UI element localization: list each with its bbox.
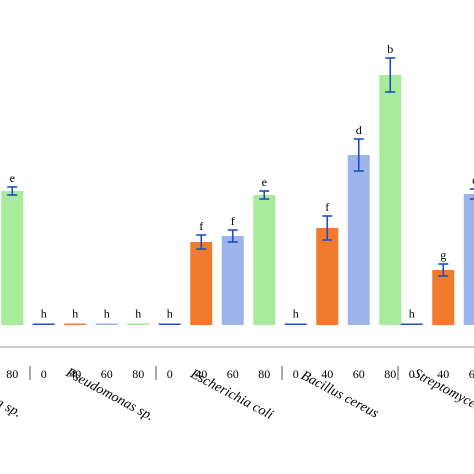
bar-g2-d80	[253, 195, 276, 325]
bar-g4-d60	[463, 194, 474, 325]
significance-label: d	[356, 123, 362, 137]
bar-g3-d0	[284, 323, 307, 325]
significance-label: h	[104, 307, 110, 321]
significance-label: g	[440, 248, 446, 262]
x-tick-label: 60	[227, 367, 239, 381]
error-bar-g4-d40	[438, 263, 449, 277]
x-tick-label: 40	[437, 367, 449, 381]
error-bar-g2-d40	[196, 234, 207, 250]
x-tick-label: 0	[41, 367, 47, 381]
bar-g2-d0	[158, 323, 181, 325]
bar-g3-d60	[347, 155, 370, 325]
significance-label: h	[72, 307, 78, 321]
significance-label: h	[293, 307, 299, 321]
bar-g3-d80	[379, 75, 402, 325]
bar-g1-d80	[127, 323, 150, 325]
error-bar-g3-d80	[385, 57, 396, 93]
significance-label: f	[199, 219, 203, 233]
significance-label: h	[409, 307, 415, 321]
x-tick-label: 60	[353, 367, 365, 381]
group-label: Bacillus cereus	[298, 368, 381, 422]
x-tick-label: 0	[293, 367, 299, 381]
significance-label: e	[262, 175, 267, 189]
error-bar-g3-d60	[353, 138, 364, 172]
x-tick-label: 80	[384, 367, 396, 381]
error-bar-g3-d40	[322, 215, 333, 241]
x-tick-label: 0	[409, 367, 415, 381]
x-tick-label: 60	[101, 367, 113, 381]
significance-labels-layer: e h h h h h f f e h f d b h g e	[10, 42, 474, 321]
error-bar-g0-d80	[7, 186, 18, 196]
significance-label: e	[10, 171, 15, 185]
significance-label: h	[167, 307, 173, 321]
x-tick-label: 80	[6, 367, 18, 381]
x-tick-label: 40	[195, 367, 207, 381]
significance-label: f	[231, 214, 235, 228]
significance-label: e	[472, 173, 474, 187]
x-tick-label: 80	[258, 367, 270, 381]
bar-g1-d0	[32, 323, 55, 325]
bars-layer	[1, 57, 474, 325]
bar-g2-d60	[221, 236, 244, 325]
error-bar-g2-d80	[259, 190, 270, 200]
x-tick-labels-layer: 80 0 40 60 80 0 40 60 80 0 40 60 80 0 40 60	[6, 366, 474, 381]
x-tick-label: 40	[69, 367, 81, 381]
x-tick-label: 80	[132, 367, 144, 381]
significance-label: h	[41, 307, 47, 321]
bar-g2-d40	[190, 242, 213, 325]
bar-g4-d40	[432, 270, 455, 325]
x-tick-label: 0	[167, 367, 173, 381]
significance-label: f	[325, 200, 329, 214]
x-tick-label: 40	[321, 367, 333, 381]
bar-g3-d40	[316, 228, 339, 325]
bar-g0-d80	[1, 191, 24, 325]
bar-g4-d0	[400, 323, 423, 325]
significance-label: h	[135, 307, 141, 321]
error-bar-g2-d60	[227, 229, 238, 243]
bar-g1-d60	[95, 323, 118, 325]
bar-g1-d40	[64, 323, 87, 325]
error-bar-g4-d60	[469, 188, 474, 200]
significance-label: b	[387, 42, 393, 56]
x-tick-label: 60	[469, 367, 474, 381]
